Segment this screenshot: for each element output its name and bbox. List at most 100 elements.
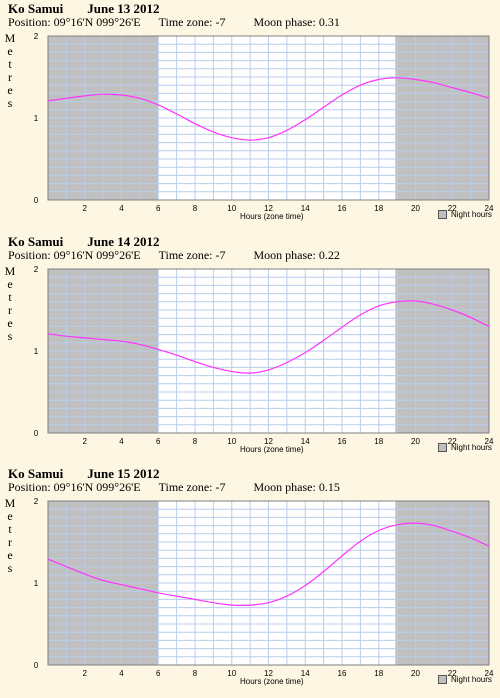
y-axis-label-letter: t: [8, 522, 12, 536]
x-tick-label: 4: [119, 669, 124, 678]
x-tick-label: 16: [338, 669, 347, 678]
x-tick-label: 24: [485, 437, 494, 446]
x-tick-label: 18: [374, 669, 383, 678]
legend-swatch: [438, 210, 447, 219]
grid-lines: [48, 501, 489, 665]
x-tick-label: 4: [119, 437, 124, 446]
legend-label: Night hours: [451, 210, 492, 219]
chart-info: Position: 09°16'N 099°26'E Time zone: -7 M…: [8, 15, 354, 30]
chart-date: June 15 2012: [87, 466, 160, 481]
x-tick-label: 20: [411, 669, 420, 678]
x-tick-label: 16: [338, 204, 347, 213]
moon-phase-label: Moon phase: 0.31: [253, 15, 340, 29]
tide-height-line: [47, 300, 490, 374]
position-label: Position: 09°16'N 099°26'E: [8, 480, 141, 494]
y-axis-label-letter: s: [7, 96, 13, 110]
x-tick-label: 18: [374, 204, 383, 213]
location-name: Ko Samui: [8, 1, 64, 16]
y-axis-label-letter: e: [7, 548, 13, 562]
location-name: Ko Samui: [8, 234, 64, 249]
night-hours-legend: Night hours: [438, 675, 492, 684]
y-tick-label: 1: [34, 347, 39, 356]
y-axis-label-letter: s: [7, 329, 13, 343]
grid-lines: [48, 269, 489, 433]
y-axis-label-letter: e: [7, 277, 13, 291]
x-tick-label: 12: [264, 437, 273, 446]
y-tick-label: 2: [34, 497, 39, 506]
plot-frame: [47, 268, 490, 434]
x-tick-label: 22: [448, 204, 457, 213]
legend-swatch: [438, 675, 447, 684]
y-axis-label-letter: e: [7, 83, 13, 97]
plot-frame: [47, 500, 490, 666]
x-tick-label: 14: [301, 669, 310, 678]
night-hours-legend: Night hours: [438, 210, 492, 219]
x-tick-label: 14: [301, 204, 310, 213]
y-axis-label-letter: t: [8, 57, 12, 71]
x-tick-label: 6: [156, 437, 161, 446]
y-axis-label-letter: r: [8, 303, 12, 317]
position-label: Position: 09°16'N 099°26'E: [8, 248, 141, 262]
y-axis-label-letter: s: [7, 561, 13, 575]
y-tick-label: 1: [34, 579, 39, 588]
x-tick-label: 6: [156, 669, 161, 678]
x-axis-label: Hours (zone time): [240, 677, 304, 686]
y-axis-label-letter: e: [7, 509, 13, 523]
x-tick-label: 8: [193, 437, 198, 446]
y-tick-label: 0: [34, 661, 39, 670]
y-axis-label-letter: r: [8, 535, 12, 549]
x-tick-label: 22: [448, 669, 457, 678]
chart-info: Position: 09°16'N 099°26'E Time zone: -7 M…: [8, 480, 354, 495]
location-name: Ko Samui: [8, 466, 64, 481]
x-tick-label: 12: [264, 204, 273, 213]
tide-height-line: [47, 522, 490, 606]
y-axis-label-letter: e: [7, 44, 13, 58]
y-axis-label-letter: M: [4, 264, 16, 278]
x-tick-label: 10: [227, 437, 236, 446]
legend-label: Night hours: [451, 443, 492, 452]
timezone-label: Time zone: -7: [158, 15, 226, 29]
moon-phase-label: Moon phase: 0.15: [253, 480, 340, 494]
night-hours-legend: Night hours: [438, 443, 492, 452]
x-tick-label: 2: [83, 437, 88, 446]
y-tick-label: 1: [34, 114, 39, 123]
y-axis-label-letter: M: [4, 31, 16, 45]
tide-chart-panel: Ko Samui June 13 2012 Position: 09°16'N 09…: [0, 0, 500, 232]
chart-title: Ko Samui June 14 2012: [8, 234, 160, 250]
x-axis-label: Hours (zone time): [240, 445, 304, 454]
x-tick-label: 8: [193, 204, 198, 213]
x-tick-label: 24: [485, 204, 494, 213]
chart-info: Position: 09°16'N 099°26'E Time zone: -7 M…: [8, 248, 354, 263]
x-tick-label: 6: [156, 204, 161, 213]
grid-lines: [48, 36, 489, 200]
x-tick-label: 22: [448, 437, 457, 446]
chart-title: Ko Samui June 15 2012: [8, 466, 160, 482]
y-axis-label-letter: t: [8, 290, 12, 304]
chart-date: June 13 2012: [87, 1, 160, 16]
tide-chart-panel: Ko Samui June 14 2012 Position: 09°16'N 09…: [0, 233, 500, 465]
position-label: Position: 09°16'N 099°26'E: [8, 15, 141, 29]
legend-label: Night hours: [451, 675, 492, 684]
x-tick-label: 10: [227, 669, 236, 678]
y-axis-label-letter: r: [8, 70, 12, 84]
y-tick-label: 0: [34, 196, 39, 205]
plot-frame: [47, 35, 490, 201]
y-tick-label: 0: [34, 429, 39, 438]
chart-title: Ko Samui June 13 2012: [8, 1, 160, 17]
x-tick-label: 10: [227, 204, 236, 213]
moon-phase-label: Moon phase: 0.22: [253, 248, 340, 262]
x-tick-label: 24: [485, 669, 494, 678]
x-tick-label: 20: [411, 204, 420, 213]
tide-height-line: [47, 77, 490, 141]
y-tick-label: 2: [34, 32, 39, 41]
legend-swatch: [438, 443, 447, 452]
tide-chart-panel: Ko Samui June 15 2012 Position: 09°16'N 09…: [0, 465, 500, 697]
timezone-label: Time zone: -7: [158, 480, 226, 494]
x-tick-label: 12: [264, 669, 273, 678]
x-tick-label: 4: [119, 204, 124, 213]
